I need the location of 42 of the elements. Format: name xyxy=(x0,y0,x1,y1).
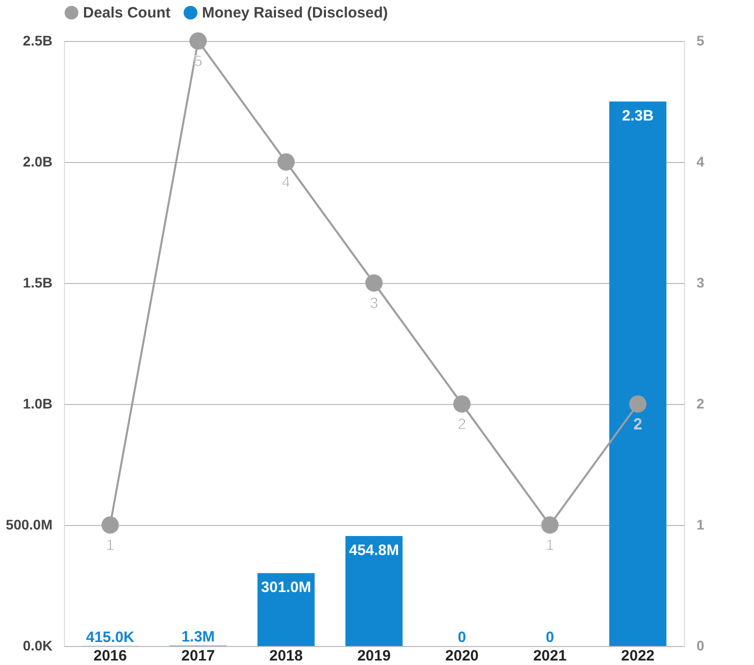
y-tick-label: 500.0M xyxy=(6,516,52,532)
data-label: 415.0K xyxy=(86,628,135,646)
y2-tick-label: 3 xyxy=(696,274,704,290)
data-label: 1.3M xyxy=(181,628,215,646)
x-tick-label: 2021 xyxy=(533,648,567,664)
x-tick-label: 2018 xyxy=(269,648,303,664)
point xyxy=(541,516,559,534)
point xyxy=(453,395,471,413)
y-tick-label: 2.0B xyxy=(22,154,52,170)
y2-tick-label: 4 xyxy=(696,154,704,170)
data-label: 3 xyxy=(370,295,378,312)
legend-label: Money Raised (Disclosed) xyxy=(202,4,388,22)
legend-label: Deals Count xyxy=(83,4,171,22)
bar xyxy=(609,102,666,646)
bar xyxy=(257,573,315,646)
point xyxy=(102,516,119,534)
y-tick-label: 2.5B xyxy=(22,32,52,48)
point xyxy=(277,153,295,171)
data-label: 1 xyxy=(546,537,554,554)
bar xyxy=(345,536,403,646)
data-label: 0 xyxy=(546,629,554,646)
x-tick-label: 2017 xyxy=(181,648,215,664)
y-tick-label: 1.5B xyxy=(22,274,52,290)
y2-tick-label: 5 xyxy=(696,32,704,48)
y2-tick-label: 2 xyxy=(696,396,704,412)
data-label: 301.0M xyxy=(261,579,312,596)
data-label: 2.3B xyxy=(622,108,654,124)
point xyxy=(629,395,646,413)
y2-tick-label: 1 xyxy=(696,516,704,532)
data-label: 2 xyxy=(458,416,466,433)
data-label: 454.8M xyxy=(348,542,400,559)
x-tick-label: 2019 xyxy=(357,648,391,664)
point xyxy=(365,274,383,292)
y-tick-label: 1.0B xyxy=(22,396,52,412)
x-tick-label: 2020 xyxy=(445,648,479,664)
x-tick-label: 2022 xyxy=(621,648,655,664)
y2-tick-label: 0 xyxy=(696,638,704,654)
y-tick-label: 0.0K xyxy=(22,638,52,654)
x-tick-label: 2016 xyxy=(93,648,127,664)
data-label: 2 xyxy=(634,416,642,433)
point xyxy=(189,32,207,50)
data-label: 0 xyxy=(458,629,466,646)
